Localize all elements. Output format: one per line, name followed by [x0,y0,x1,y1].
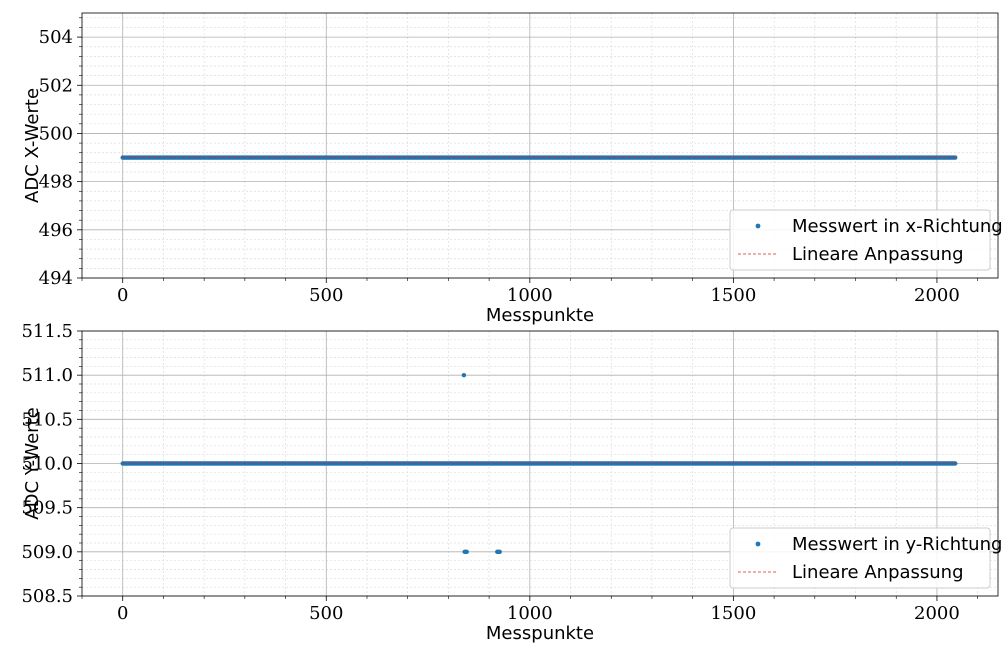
y-tick-label: 496 [39,220,73,241]
x-tick-label: 0 [117,285,128,306]
x-tick-label: 1500 [710,603,756,624]
x-tick-label: 1000 [507,603,553,624]
x-axis-label: Messpunkte [486,623,594,644]
legend-entry: Lineare Anpassung [792,244,964,265]
y-tick-label: 510.0 [21,454,73,475]
y-tick-label: 498 [39,172,73,193]
y-axis-label: ADC Y-Werte [22,407,43,519]
y-tick-label: 504 [39,27,73,48]
x-tick-label: 2000 [914,603,960,624]
legend-entry: Messwert in x-Richtung [792,216,1003,237]
plot-panel-1: 0 500 1000 1500 2000 494 496 498 500 502 504 Messpu… [22,12,1003,326]
x-tick-label: 500 [309,285,343,306]
x-tick-label: 2000 [914,285,960,306]
data-point [497,549,502,555]
data-point [461,372,467,378]
plot-panel-2: 0 500 1000 1500 2000 508.5 509.0 509.5 510.0 510.… [21,321,1002,644]
x-axis-label: Messpunkte [486,305,594,326]
legend-box [729,527,991,589]
axes-frame [81,12,999,279]
legend-marker-points [755,223,761,229]
y-tick-label: 511.0 [21,365,73,386]
legend-marker-points [755,541,761,547]
y-tick-label: 509.0 [21,542,73,563]
x-tick-label: 500 [309,603,343,624]
x-tick-label: 0 [117,603,128,624]
x-tick-label: 1000 [507,285,553,306]
legend-box [729,209,991,271]
y-tick-label: 508.5 [21,586,73,607]
data-point [464,549,469,555]
y-tick-label: 510.5 [21,409,73,430]
y-tick-label: 509.5 [21,498,73,519]
x-tick-label: 1500 [710,285,756,306]
y-tick-label: 511.5 [21,321,73,342]
y-tick-label: 502 [39,75,73,96]
y-axis-label: ADC X-Werte [22,88,43,203]
legend-entry: Messwert in y-Richtung [792,534,1002,555]
legend: Messwert in x-Richtung Lineare Anpassung [729,209,1003,271]
y-tick-label: 500 [39,123,73,144]
y-tick-label: 494 [39,268,73,289]
legend-entry: Lineare Anpassung [792,562,964,583]
legend: Messwert in y-Richtung Lineare Anpassung [729,527,1002,589]
